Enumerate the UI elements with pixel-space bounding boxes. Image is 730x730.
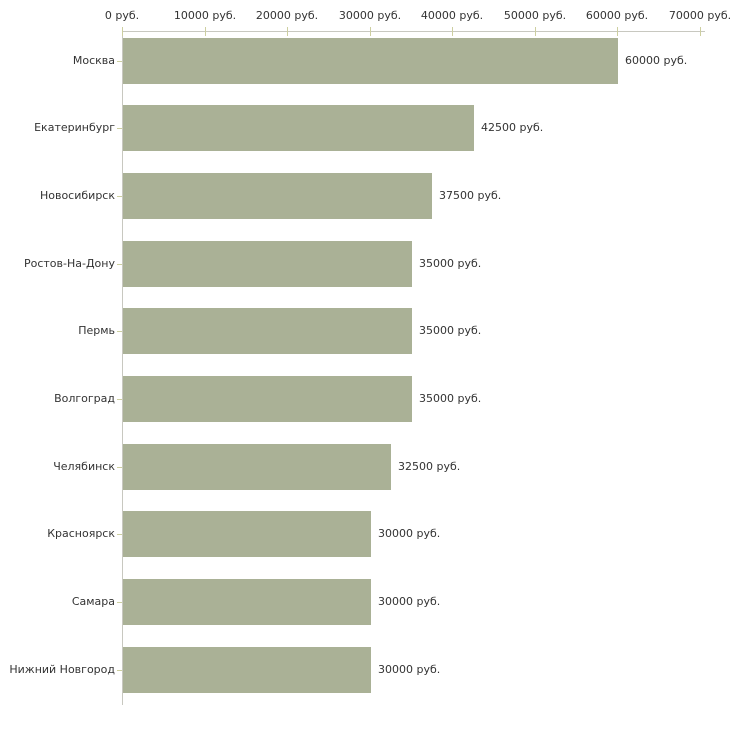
- category-label: Екатеринбург: [34, 121, 115, 134]
- x-axis-tick-label: 0 руб.: [104, 9, 140, 22]
- y-axis-tick: [117, 264, 122, 265]
- y-axis-tick: [117, 128, 122, 129]
- x-axis-tick: [287, 27, 288, 36]
- value-label: 37500 руб.: [439, 189, 502, 202]
- category-label: Челябинск: [53, 460, 115, 473]
- y-axis-tick: [117, 602, 122, 603]
- x-axis-tick: [122, 27, 123, 36]
- category-label: Пермь: [78, 324, 115, 337]
- category-label: Красноярск: [47, 527, 115, 540]
- value-label: 35000 руб.: [419, 257, 482, 270]
- bar: [123, 376, 412, 422]
- bar: [123, 579, 371, 625]
- y-axis-tick: [117, 331, 122, 332]
- y-axis-line: [122, 31, 123, 705]
- bar: [123, 105, 474, 151]
- value-label: 30000 руб.: [378, 595, 441, 608]
- bar: [123, 444, 391, 490]
- x-axis-tick-label: 70000 руб.: [668, 9, 730, 22]
- x-axis-tick: [617, 27, 618, 36]
- x-axis-line: [122, 31, 705, 32]
- category-label: Новосибирск: [39, 189, 115, 202]
- value-label: 32500 руб.: [398, 460, 461, 473]
- y-axis-tick: [117, 61, 122, 62]
- y-axis-tick: [117, 196, 122, 197]
- x-axis-tick-label: 50000 руб.: [503, 9, 567, 22]
- x-axis-tick-label: 30000 руб.: [338, 9, 402, 22]
- category-label: Москва: [72, 54, 115, 67]
- value-label: 30000 руб.: [378, 527, 441, 540]
- bar: [123, 647, 371, 693]
- category-label: Волгоград: [54, 392, 115, 405]
- x-axis-tick-label: 20000 руб.: [255, 9, 319, 22]
- bar: [123, 38, 618, 84]
- value-label: 42500 руб.: [481, 121, 544, 134]
- y-axis-tick: [117, 534, 122, 535]
- x-axis-tick: [535, 27, 536, 36]
- category-label: Ростов-На-Дону: [23, 257, 115, 270]
- x-axis-tick: [700, 27, 701, 36]
- bar: [123, 173, 432, 219]
- x-axis-tick: [452, 27, 453, 36]
- category-label: Нижний Новгород: [9, 663, 115, 676]
- value-label: 30000 руб.: [378, 663, 441, 676]
- bar: [123, 308, 412, 354]
- y-axis-tick: [117, 399, 122, 400]
- x-axis-tick: [205, 27, 206, 36]
- y-axis-tick: [117, 670, 122, 671]
- category-label: Самара: [71, 595, 115, 608]
- x-axis-tick-label: 40000 руб.: [420, 9, 484, 22]
- x-axis-tick-label: 10000 руб.: [173, 9, 237, 22]
- value-label: 35000 руб.: [419, 392, 482, 405]
- value-label: 35000 руб.: [419, 324, 482, 337]
- bar: [123, 511, 371, 557]
- x-axis-tick-label: 60000 руб.: [585, 9, 649, 22]
- bar: [123, 241, 412, 287]
- x-axis-tick: [370, 27, 371, 36]
- value-label: 60000 руб.: [625, 54, 688, 67]
- y-axis-tick: [117, 467, 122, 468]
